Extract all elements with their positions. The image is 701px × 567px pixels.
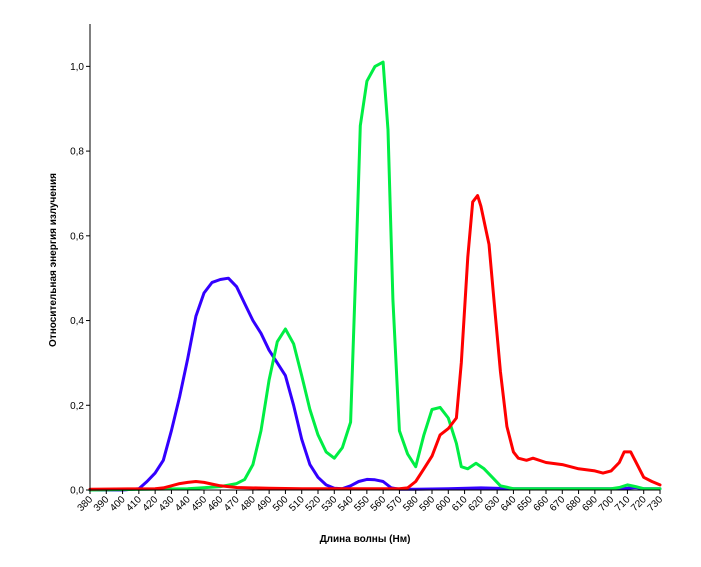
x-tick-label: 590 [418, 494, 438, 514]
y-tick-label: 0,4 [70, 316, 84, 327]
x-tick-label: 720 [629, 494, 649, 514]
x-tick-label: 450 [190, 494, 210, 514]
x-tick-label: 560 [369, 494, 389, 514]
y-tick-label: 0,0 [70, 486, 84, 497]
series-line-1 [88, 276, 662, 492]
x-tick-label: 730 [646, 494, 666, 514]
x-axis-ticks: 3803904004104204304404504604704804905005… [76, 490, 666, 514]
x-tick-label: 500 [271, 494, 291, 514]
series-layer [88, 60, 662, 492]
x-tick-label: 470 [222, 494, 242, 514]
x-tick-label: 480 [238, 494, 258, 514]
x-tick-label: 630 [483, 494, 503, 514]
x-tick-label: 570 [385, 494, 405, 514]
x-tick-label: 690 [580, 494, 600, 514]
x-axis-title: Длина волны (Нм) [320, 534, 411, 545]
x-tick-label: 660 [532, 494, 552, 514]
x-tick-label: 380 [76, 494, 96, 514]
x-tick-label: 520 [304, 494, 324, 514]
series-line-3 [88, 194, 662, 491]
x-tick-label: 390 [92, 494, 112, 514]
x-tick-label: 640 [499, 494, 519, 514]
x-tick-label: 700 [597, 494, 617, 514]
y-tick-label: 0,2 [70, 401, 84, 412]
x-tick-label: 440 [173, 494, 193, 514]
y-axis-title: Относительная энергия излучения [48, 173, 59, 347]
x-tick-label: 580 [401, 494, 421, 514]
y-tick-label: 1,0 [70, 62, 84, 73]
x-tick-label: 540 [336, 494, 356, 514]
x-tick-label: 550 [352, 494, 372, 514]
x-tick-label: 430 [157, 494, 177, 514]
x-tick-label: 410 [124, 494, 144, 514]
x-tick-label: 510 [287, 494, 307, 514]
x-tick-label: 460 [206, 494, 226, 514]
y-tick-label: 0,8 [70, 147, 84, 158]
x-tick-label: 650 [515, 494, 535, 514]
y-tick-label: 0,6 [70, 231, 84, 242]
x-tick-label: 490 [255, 494, 275, 514]
y-axis-ticks: 0,0 0,2 0,4 0,6 0,8 1,0 [70, 62, 90, 497]
x-tick-label: 420 [141, 494, 161, 514]
x-tick-label: 670 [548, 494, 568, 514]
x-tick-label: 680 [564, 494, 584, 514]
x-tick-label: 710 [613, 494, 633, 514]
x-tick-label: 400 [108, 494, 128, 514]
x-tick-label: 600 [434, 494, 454, 514]
axes-layer [89, 24, 660, 491]
x-tick-label: 610 [450, 494, 470, 514]
x-tick-label: 530 [320, 494, 340, 514]
series-line-2 [88, 60, 662, 492]
x-tick-label: 620 [466, 494, 486, 514]
